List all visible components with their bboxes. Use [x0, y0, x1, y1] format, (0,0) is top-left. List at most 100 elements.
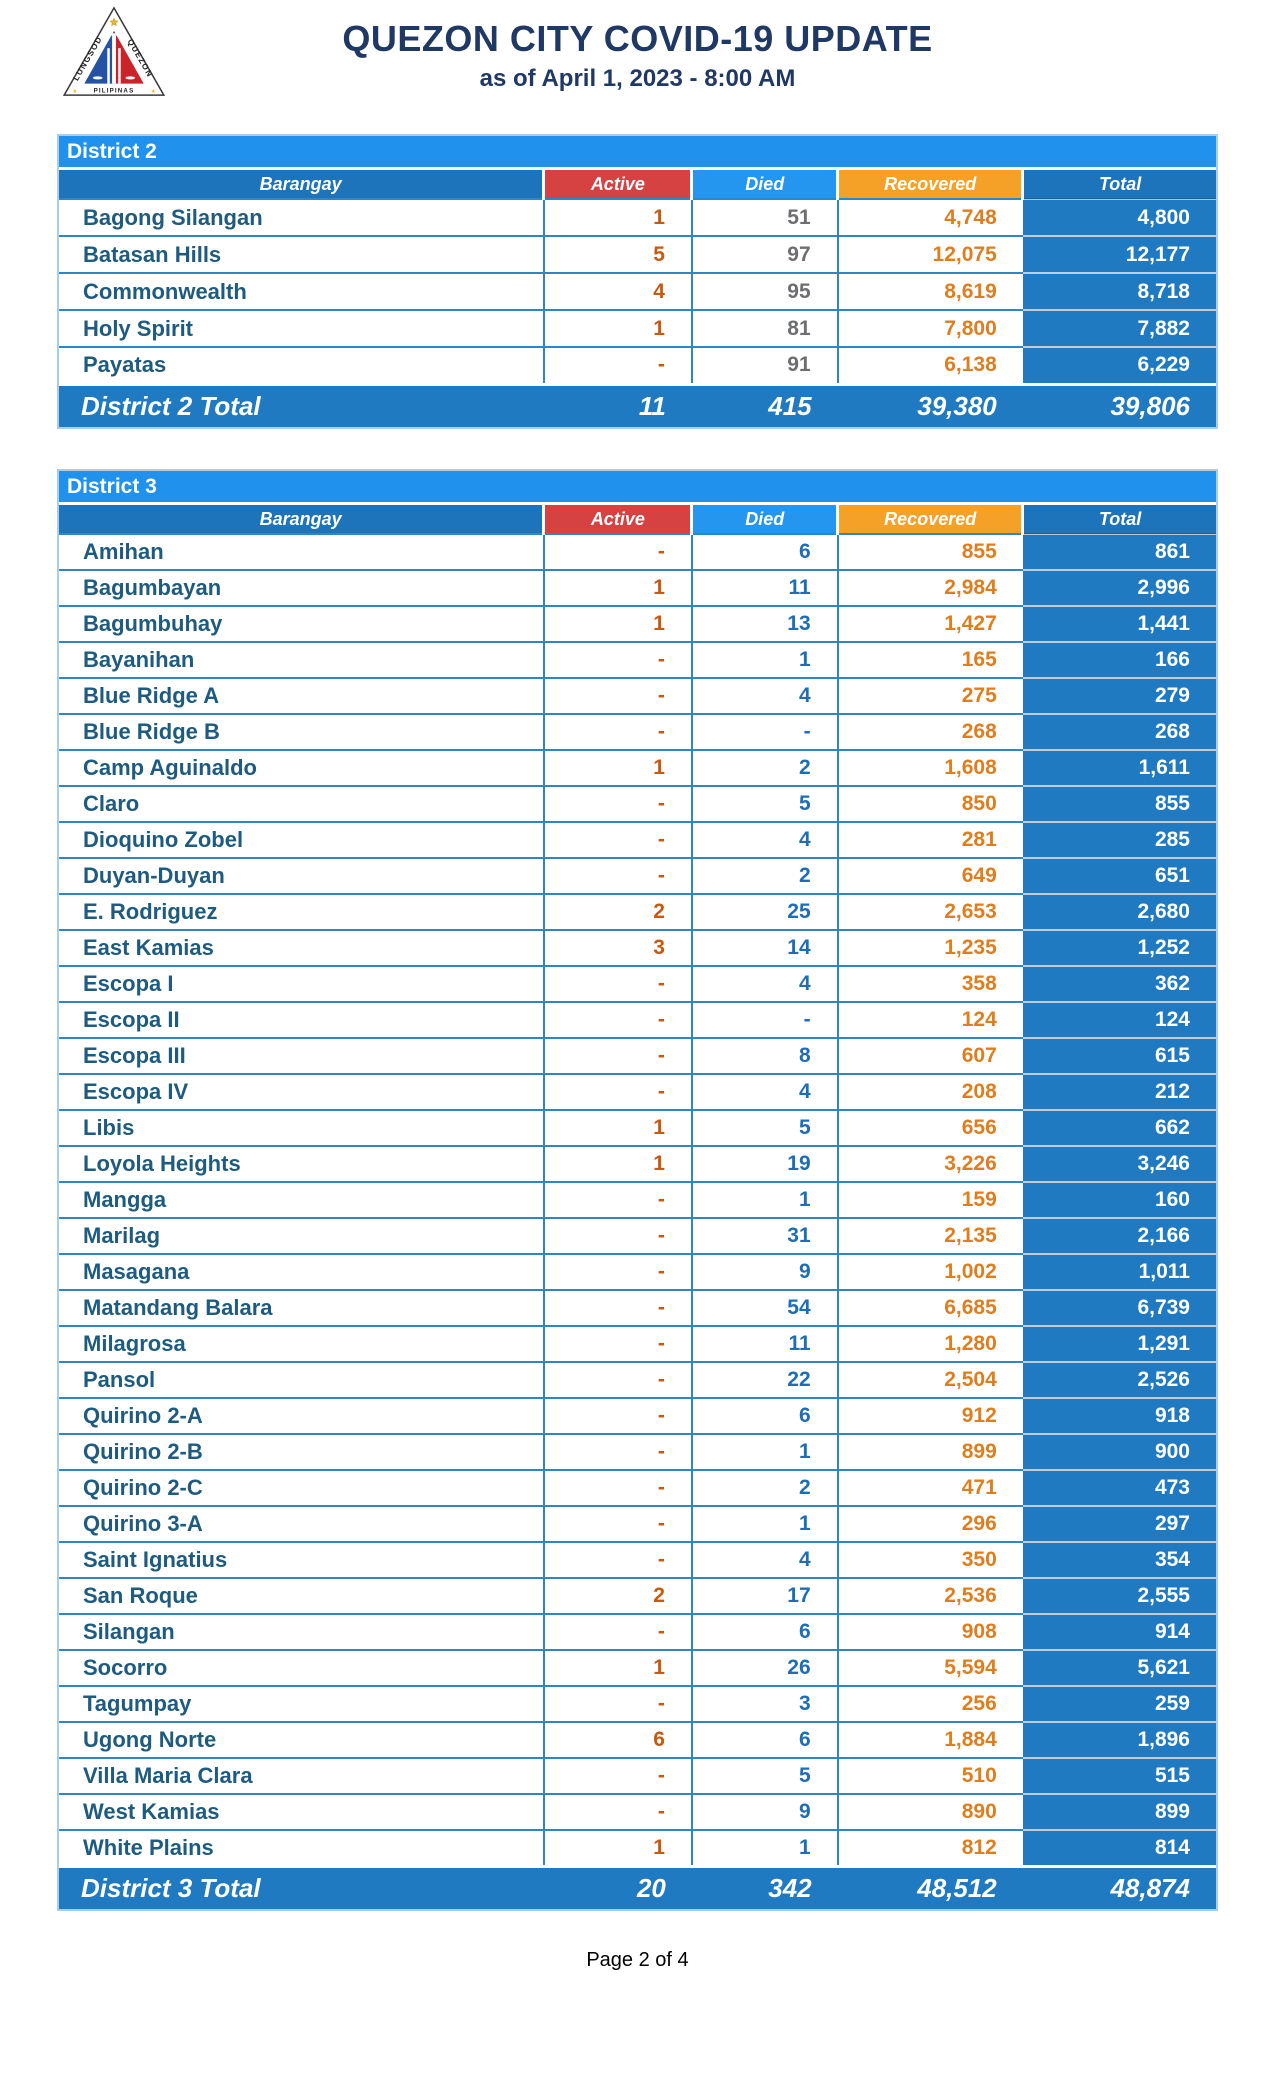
died-cell: 1 — [690, 642, 838, 679]
barangay-cell: East Kamias — [59, 930, 544, 967]
district-2-total-row: District 2 Total 11 415 39,380 39,806 — [59, 382, 1216, 427]
total-cell: 2,526 — [1022, 1362, 1216, 1399]
active-cell: 1 — [542, 606, 692, 643]
table-row: Villa Maria Clara -5 510 515 — [59, 1758, 1216, 1795]
total-cell: 268 — [1022, 714, 1216, 751]
active-cell: 1 — [542, 1830, 692, 1867]
active-cell: - — [542, 534, 692, 571]
active-cell: - — [542, 1434, 692, 1471]
active-cell: 1 — [542, 570, 692, 607]
seal-label-bottom: PILIPINAS — [94, 88, 135, 95]
recovered-cell: 208 — [836, 1074, 1023, 1111]
recovered-cell: 7,800 — [836, 310, 1023, 348]
recovered-cell: 275 — [836, 678, 1023, 715]
total-cell: 6,739 — [1022, 1290, 1216, 1327]
recovered-cell: 649 — [836, 858, 1023, 895]
seal-inner-red-half — [114, 30, 144, 84]
active-cell: 3 — [542, 930, 692, 967]
table-row: Duyan-Duyan -2 649 651 — [59, 858, 1216, 895]
table-row: Holy Spirit 1 81 7,800 7,882 — [59, 310, 1216, 348]
died-cell: 17 — [690, 1578, 838, 1615]
recovered-cell: 912 — [836, 1398, 1023, 1435]
total-cell: 12,177 — [1022, 236, 1216, 274]
page-title: QUEZON CITY COVID-19 UPDATE — [342, 18, 933, 59]
total-cell: 1,611 — [1022, 750, 1216, 787]
table-row: Quirino 2-A -6 912 918 — [59, 1398, 1216, 1435]
active-cell: - — [542, 714, 692, 751]
page-footer: Page 2 of 4 — [0, 1949, 1275, 1972]
died-cell: 1 — [690, 1506, 838, 1543]
page-number: Page 2 of 4 — [586, 1949, 689, 1971]
recovered-column-header: Recovered — [836, 170, 1023, 200]
total-cell: 5,621 — [1022, 1650, 1216, 1687]
district-2-table: Barangay Active Died Recovered Total Bag… — [59, 170, 1216, 427]
died-cell: 26 — [690, 1650, 838, 1687]
total-cell: 297 — [1022, 1506, 1216, 1543]
died-cell: 8 — [690, 1038, 838, 1075]
district-total-active: 11 — [543, 382, 692, 427]
total-cell: 651 — [1022, 858, 1216, 895]
total-cell: 259 — [1022, 1686, 1216, 1723]
barangay-cell: Camp Aguinaldo — [59, 750, 544, 787]
total-cell: 1,896 — [1022, 1722, 1216, 1759]
barangay-cell: Villa Maria Clara — [59, 1758, 544, 1795]
barangay-cell: Milagrosa — [59, 1326, 544, 1363]
table-row: White Plains 1 1 812 814 — [59, 1830, 1216, 1867]
barangay-cell: Masagana — [59, 1254, 544, 1291]
died-cell: 54 — [690, 1290, 838, 1327]
recovered-cell: 2,653 — [836, 894, 1023, 931]
total-cell: 1,441 — [1022, 606, 1216, 643]
died-cell: 14 — [690, 930, 838, 967]
table-row: Amihan -6 855 861 — [59, 534, 1216, 571]
table-row: Blue Ridge A -4 275 279 — [59, 678, 1216, 715]
table-row: Camp Aguinaldo 1 2 1,608 1,611 — [59, 750, 1216, 787]
barangay-cell: Quirino 2-A — [59, 1398, 544, 1435]
active-cell: 5 — [542, 236, 692, 274]
barangay-column-header: Barangay — [59, 505, 544, 535]
active-cell: - — [542, 1074, 692, 1111]
active-cell: - — [542, 786, 692, 823]
table-row: Libis 1 5 656 662 — [59, 1110, 1216, 1147]
died-cell: 4 — [690, 1542, 838, 1579]
recovered-cell: 2,504 — [836, 1362, 1023, 1399]
district-3-rows: Amihan -6 855 861 Bagumbayan 1 11 2,984 2,996 Bag… — [59, 534, 1216, 1867]
active-cell: - — [542, 1038, 692, 1075]
total-cell: 166 — [1022, 642, 1216, 679]
seal-right-boat — [125, 76, 136, 80]
died-cell: 51 — [690, 199, 838, 237]
total-cell: 615 — [1022, 1038, 1216, 1075]
table-row: Bagumbuhay 1 13 1,427 1,441 — [59, 606, 1216, 643]
table-row: Pansol -22 2,504 2,526 — [59, 1362, 1216, 1399]
total-cell: 855 — [1022, 786, 1216, 823]
district-total-label: District 2 Total — [59, 382, 544, 427]
barangay-cell: Bagong Silangan — [59, 199, 544, 237]
recovered-cell: 2,536 — [836, 1578, 1023, 1615]
recovered-cell: 855 — [836, 534, 1023, 571]
active-cell: - — [542, 858, 692, 895]
total-column-header: Total — [1021, 505, 1216, 535]
died-cell: 2 — [690, 858, 838, 895]
barangay-cell: Amihan — [59, 534, 544, 571]
seal-bottom-right-star-icon: ★ — [151, 89, 156, 95]
died-cell: 97 — [690, 236, 838, 274]
district-3-section: District 3 Barangay Active Died Recovere… — [57, 469, 1218, 1911]
barangay-cell: Marilag — [59, 1218, 544, 1255]
total-cell: 362 — [1022, 966, 1216, 1003]
active-cell: - — [542, 1614, 692, 1651]
district-2-rows: Bagong Silangan 1 51 4,748 4,800 Batasan Hill… — [59, 199, 1216, 385]
table-row: Claro -5 850 855 — [59, 786, 1216, 823]
barangay-column-header: Barangay — [59, 170, 544, 200]
table-row: Tagumpay -3 256 259 — [59, 1686, 1216, 1723]
recovered-cell: 510 — [836, 1758, 1023, 1795]
table-row: Bagumbayan 1 11 2,984 2,996 — [59, 570, 1216, 607]
active-cell: - — [542, 1398, 692, 1435]
total-cell: 515 — [1022, 1758, 1216, 1795]
active-cell: 2 — [542, 1578, 692, 1615]
barangay-cell: Tagumpay — [59, 1686, 544, 1723]
seal-bottom-left-star-icon: ★ — [72, 89, 77, 95]
died-cell: 5 — [690, 1110, 838, 1147]
district-total-total: 39,806 — [1022, 382, 1216, 427]
barangay-cell: West Kamias — [59, 1794, 544, 1831]
recovered-cell: 850 — [836, 786, 1023, 823]
